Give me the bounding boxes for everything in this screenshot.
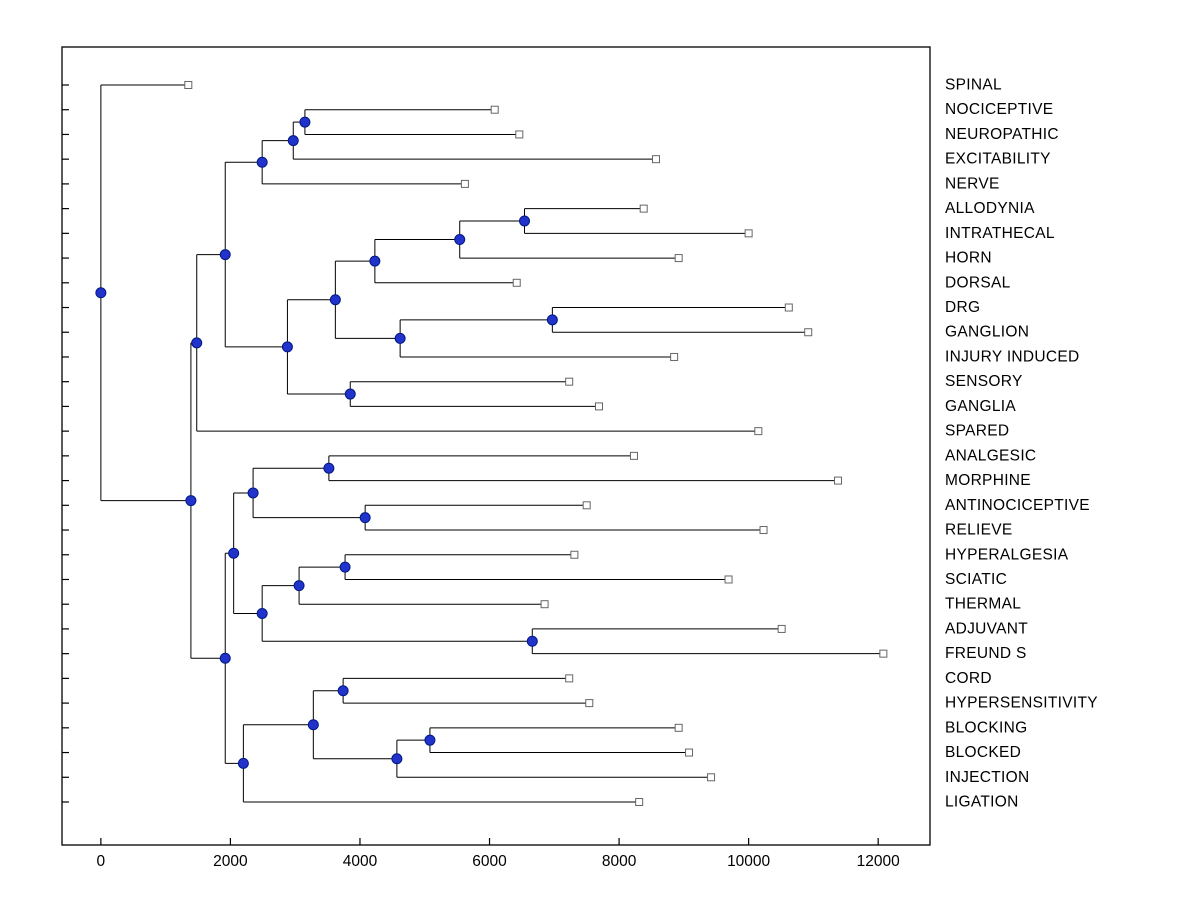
internal-node-marker [526,635,538,647]
internal-node-marker [293,580,305,592]
leaf-marker [707,773,716,782]
x-tick-label: 12000 [857,853,900,870]
leaf-label: SENSORY [945,373,1023,390]
leaf-marker [582,501,591,510]
internal-node-marker [359,512,371,524]
leaf-label: CORD [945,670,992,687]
leaf-marker [184,81,193,89]
internal-node-marker [256,156,268,168]
leaf-marker [744,229,753,238]
internal-node-marker [219,249,231,261]
internal-node-marker [191,337,203,349]
internal-node-marker [339,561,351,573]
leaf-marker [565,674,574,683]
leaf-marker [585,699,594,708]
leaf-marker [724,575,733,584]
leaf-marker [540,600,549,609]
leaf-marker [490,105,499,114]
leaf-label: SPARED [945,423,1009,440]
leaf-marker [565,377,574,386]
internal-node-marker [281,341,293,353]
leaf-label: DORSAL [945,274,1011,291]
leaf-label: FREUND S [945,645,1027,662]
internal-node-marker [287,135,299,147]
leaf-label: SCIATIC [945,571,1007,588]
leaf-label: HYPERALGESIA [945,546,1069,563]
x-tick-label: 4000 [343,853,378,870]
leaf-marker [639,204,648,213]
internal-node-marker [185,495,197,507]
leaf-label: GANGLIA [945,398,1016,415]
internal-node-marker [219,652,231,664]
leaf-marker [784,303,793,312]
leaf-marker [594,402,603,411]
leaf-label: SPINAL [945,77,1002,94]
leaf-marker [670,352,679,361]
internal-node-marker [369,255,381,267]
leaf-label: NEUROPATHIC [945,126,1059,143]
leaf-marker [629,451,638,460]
leaf-marker [834,476,843,485]
leaf-marker [879,649,888,658]
leaf-marker [674,723,683,732]
internal-node-marker [247,487,259,499]
leaf-marker [515,130,524,139]
internal-node-marker [337,685,349,697]
leaf-label: BLOCKING [945,719,1028,736]
leaf-label: THERMAL [945,596,1021,613]
plot-border [61,46,931,846]
leaf-marker [685,748,694,757]
internal-node-marker [344,388,356,400]
leaf-marker [651,155,660,164]
leaf-marker [570,550,579,559]
internal-node-marker [256,607,268,619]
internal-node-marker [424,734,436,746]
leaf-label: INTRATHECAL [945,225,1055,242]
internal-node-marker [329,294,341,306]
x-tick-label: 0 [97,853,106,870]
internal-node-marker [307,719,319,731]
leaf-marker [674,254,683,263]
x-tick-label: 8000 [602,853,637,870]
leaf-label: NOCICEPTIVE [945,101,1053,118]
leaf-marker [635,797,644,806]
leaf-label: RELIEVE [945,522,1013,539]
leaf-label: LIGATION [945,793,1019,810]
leaf-label: HYPERSENSITIVITY [945,695,1098,712]
x-tick-label: 10000 [727,853,770,870]
leaf-marker [512,278,521,287]
internal-node-marker [95,287,107,299]
leaf-marker [754,427,763,436]
leaf-marker [759,526,768,535]
internal-node-marker [519,215,531,227]
x-tick-label: 6000 [472,853,507,870]
internal-node-marker [299,116,311,128]
leaf-label: ADJUVANT [945,620,1028,637]
leaf-label: GANGLION [945,324,1029,341]
internal-node-marker [323,462,335,474]
leaf-label: ANALGESIC [945,447,1036,464]
internal-node-marker [394,332,406,344]
leaf-label: BLOCKED [945,744,1021,761]
internal-node-marker [237,757,249,769]
leaf-marker [777,624,786,633]
leaf-label: INJURY INDUCED [945,348,1080,365]
leaf-marker [460,179,469,188]
internal-node-marker [454,234,466,246]
leaf-label: EXCITABILITY [945,151,1051,168]
leaf-label: HORN [945,250,992,267]
leaf-label: MORPHINE [945,472,1031,489]
internal-node-marker [228,547,240,559]
leaf-label: ALLODYNIA [945,200,1035,217]
leaf-marker [804,328,813,337]
leaf-label: ANTINOCICEPTIVE [945,497,1090,514]
leaf-label: DRG [945,299,980,316]
leaf-label: INJECTION [945,769,1030,786]
x-tick-label: 2000 [213,853,248,870]
internal-node-marker [546,314,558,326]
internal-node-marker [391,753,403,765]
leaf-label: NERVE [945,175,1000,192]
